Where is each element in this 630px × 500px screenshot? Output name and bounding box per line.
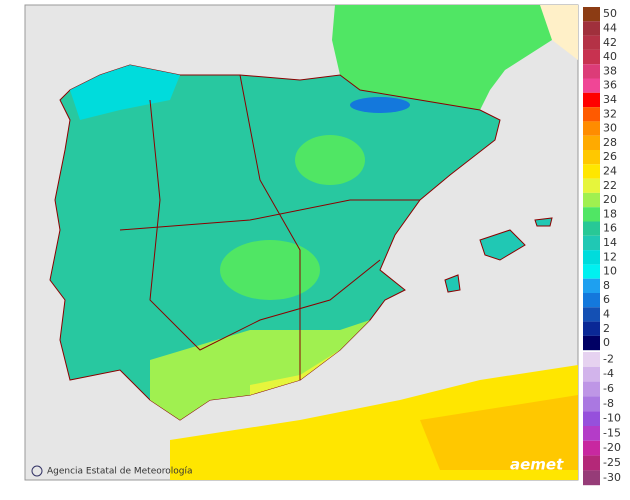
legend-swatch (583, 352, 600, 367)
legend-swatch (583, 470, 600, 486)
legend-label: 36 (603, 79, 617, 92)
legend: 5044424038363432302826242220181614121086… (583, 7, 621, 486)
legend-swatch (583, 92, 600, 108)
legend-label: 24 (603, 164, 617, 177)
legend-swatch (583, 49, 600, 65)
legend-label: 28 (603, 136, 617, 149)
legend-label: 34 (603, 93, 617, 106)
legend-swatch (583, 235, 600, 251)
credit-logo: aemet (510, 456, 564, 474)
legend-swatch (583, 293, 600, 308)
legend-swatch (583, 64, 600, 79)
legend-label: -6 (603, 382, 614, 395)
legend-swatch (583, 78, 600, 93)
legend-label: 40 (603, 50, 617, 63)
legend-swatch (583, 135, 600, 150)
legend-label: 22 (603, 179, 617, 192)
legend-swatch (583, 207, 600, 222)
legend-label: 14 (603, 236, 617, 249)
legend-label: 50 (603, 7, 617, 20)
legend-label: -10 (603, 412, 621, 425)
legend-label: 30 (603, 122, 617, 135)
legend-swatch (583, 7, 600, 22)
legend-swatch (583, 178, 600, 193)
legend-label: 16 (603, 222, 617, 235)
legend-swatch (583, 440, 600, 456)
legend-label: 20 (603, 193, 617, 206)
legend-swatch (583, 121, 600, 136)
map (49, 5, 578, 480)
legend-label: -8 (603, 397, 614, 410)
legend-label: -30 (603, 471, 621, 484)
legend-swatch (583, 366, 600, 382)
legend-label: 12 (603, 250, 617, 263)
legend-label: -4 (603, 367, 614, 380)
legend-swatch (583, 335, 600, 351)
legend-label: -2 (603, 352, 614, 365)
legend-swatch (583, 411, 600, 426)
legend-label: -25 (603, 456, 621, 469)
legend-swatch (583, 107, 600, 122)
legend-label: 6 (603, 293, 610, 306)
legend-label: -20 (603, 441, 621, 454)
legend-swatch (583, 35, 600, 50)
legend-label: 32 (603, 107, 617, 120)
legend-swatch (583, 150, 600, 165)
legend-label: 38 (603, 64, 617, 77)
copyright-icon (31, 465, 43, 477)
legend-swatch (583, 455, 600, 471)
legend-label: 44 (603, 21, 617, 34)
legend-swatch (583, 192, 600, 208)
legend-label: 2 (603, 322, 610, 335)
legend-label: 4 (603, 307, 610, 320)
legend-swatch (583, 307, 600, 322)
legend-label: 42 (603, 36, 617, 49)
legend-label: 26 (603, 150, 617, 163)
legend-swatch (583, 396, 600, 412)
legend-swatch (583, 250, 600, 265)
credit-agency: Agencia Estatal de Meteorología (47, 467, 193, 477)
legend-label: 8 (603, 279, 610, 292)
legend-label: 0 (603, 336, 610, 349)
legend-swatch (583, 221, 600, 236)
legend-swatch (583, 278, 600, 293)
legend-label: 18 (603, 207, 617, 220)
legend-label: 10 (603, 265, 617, 278)
legend-swatch (583, 21, 600, 36)
legend-swatch (583, 321, 600, 336)
legend-swatch (583, 381, 600, 397)
legend-label: -15 (603, 426, 621, 439)
legend-swatch (583, 264, 600, 279)
legend-swatch (583, 426, 600, 441)
legend-swatch (583, 164, 600, 179)
